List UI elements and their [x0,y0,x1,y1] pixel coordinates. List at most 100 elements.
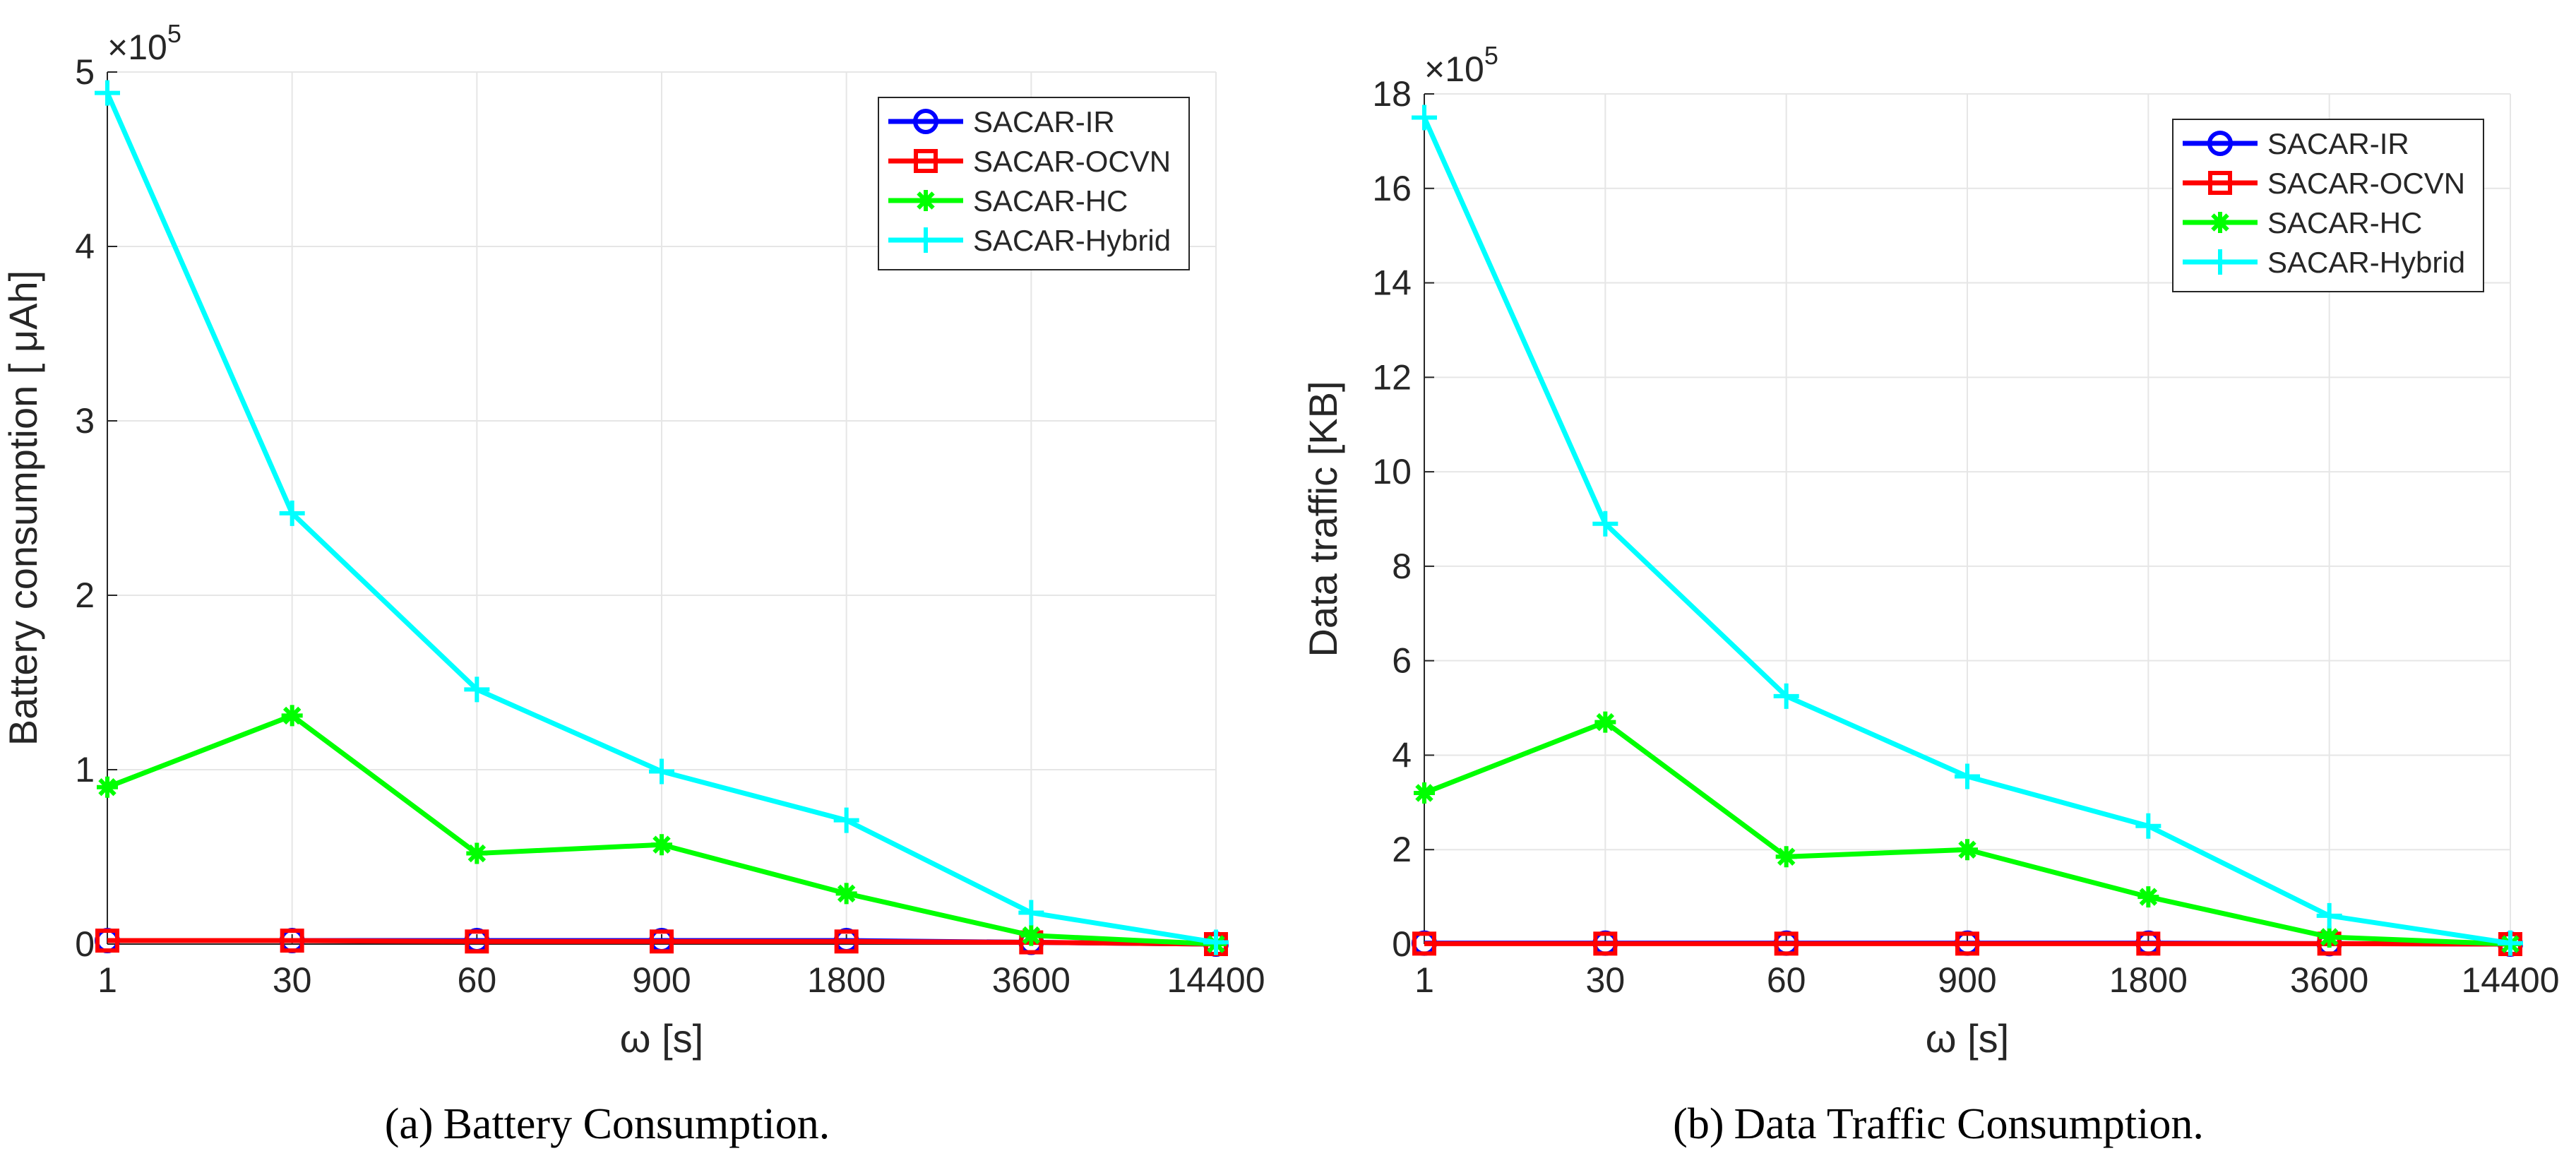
data-point [1957,839,1978,861]
x-tick-label: 3600 [992,960,1071,1000]
caption-letter: (a) [385,1100,434,1148]
data-point [280,929,304,953]
data-point [464,676,490,703]
data-point [95,929,119,953]
x-tick-label: 60 [1767,960,1806,1000]
data-point [1593,931,1618,956]
data-point [1018,900,1044,926]
legend-label: SACAR-IR [973,105,1115,138]
data-point [1773,683,1799,709]
x-tick-label: 60 [458,960,497,1000]
data-point [1412,931,1436,956]
y-tick-label: 14 [1372,263,1412,303]
x-axis-label: ω [s] [1926,1016,2009,1061]
y-tick-label: 1 [75,750,95,789]
series-sacar-hybrid [95,80,1229,955]
y-tick-label: 3 [75,401,95,441]
data-point [835,883,857,905]
y-axis-multiplier: ×105 [107,19,181,67]
data-point [1020,924,1042,946]
data-point [465,929,489,954]
caption-letter: (b) [1673,1100,1724,1148]
x-tick-label: 14400 [2461,960,2559,1000]
legend-swatch-marker [2210,212,2231,233]
data-point [1412,105,1437,131]
data-point [651,834,672,856]
data-point [650,929,674,954]
legend-label: SACAR-HC [973,184,1128,217]
legend-swatch-marker [2207,249,2233,275]
y-tick-label: 12 [1372,357,1412,397]
x-tick-label: 1 [97,960,117,1000]
y-tick-label: 0 [75,924,95,964]
x-tick-label: 1 [1414,960,1434,1000]
y-tick-label: 10 [1372,452,1412,491]
y-tick-label: 8 [1392,547,1412,586]
data-point [2137,886,2159,908]
data-point [1203,929,1229,955]
x-tick-label: 900 [1938,960,1996,1000]
data-point [1955,763,1980,789]
legend-label: SACAR-Hybrid [973,224,1171,257]
y-tick-label: 2 [1392,830,1412,869]
y-axis-multiplier: ×105 [1424,41,1498,89]
data-point [2498,930,2523,956]
data-point [834,929,859,954]
x-tick-label: 900 [632,960,691,1000]
y-multiplier-exponent: 5 [167,19,181,48]
x-tick-label: 30 [273,960,312,1000]
series-sacar-hybrid [1412,105,2523,956]
data-point [2316,902,2342,929]
legend-swatch-marker [2208,171,2232,195]
y-multiplier-base: ×10 [1424,49,1484,89]
y-tick-label: 0 [1392,924,1412,964]
data-point [2318,926,2340,948]
caption-text: Battery Consumption. [443,1100,830,1148]
x-tick-label: 14400 [1167,960,1265,1000]
data-point [833,807,859,833]
x-tick-label: 3600 [2290,960,2368,1000]
data-point [2135,813,2161,839]
legend-swatch-marker [915,190,936,211]
data-point [97,776,118,798]
x-tick-label: 1800 [2109,960,2188,1000]
data-point [1774,931,1799,956]
y-tick-label: 18 [1372,74,1412,114]
y-tick-label: 6 [1392,641,1412,681]
y-tick-label: 4 [75,227,95,266]
y-multiplier-exponent: 5 [1484,41,1498,70]
legend-swatch-marker [913,227,938,253]
y-tick-label: 2 [75,575,95,615]
data-point [95,80,120,106]
legend-swatch-marker [913,109,938,134]
y-tick-label: 4 [1392,735,1412,775]
y-tick-label: 5 [75,52,95,92]
y-axis-label: Battery consumption [ μAh] [1,270,45,746]
data-point [279,500,305,526]
data-point [1414,782,1435,804]
data-point [1594,711,1616,733]
legend-swatch-marker [914,149,938,173]
data-point [1592,511,1618,537]
data-point [649,758,674,785]
x-tick-label: 30 [1586,960,1626,1000]
legend-label: SACAR-OCVN [973,145,1171,178]
x-tick-label: 1800 [807,960,886,1000]
y-tick-label: 16 [1372,169,1412,208]
legend-label: SACAR-Hybrid [2267,246,2465,279]
figure-caption: (b) Data Traffic Consumption. [1673,1100,2204,1148]
chart-panel-b: 1 30 60 900 1800 3600 14400 0 2 4 6 8 10 12 14 16 18 ×105… [1301,41,2560,1148]
y-multiplier-base: ×10 [107,28,167,67]
data-point [466,842,488,864]
data-point [1955,931,1979,956]
data-point [1775,846,1797,868]
data-point [2136,931,2161,956]
y-axis-label: Data traffic [KB] [1301,381,1345,657]
legend-label: SACAR-HC [2267,206,2422,239]
legend: SACAR-IR SACAR-OCVN SACAR-HC SACAR-Hybrid [878,97,1190,270]
series-line [1424,941,2511,947]
data-point [281,705,303,727]
legend-label: SACAR-IR [2267,127,2409,160]
